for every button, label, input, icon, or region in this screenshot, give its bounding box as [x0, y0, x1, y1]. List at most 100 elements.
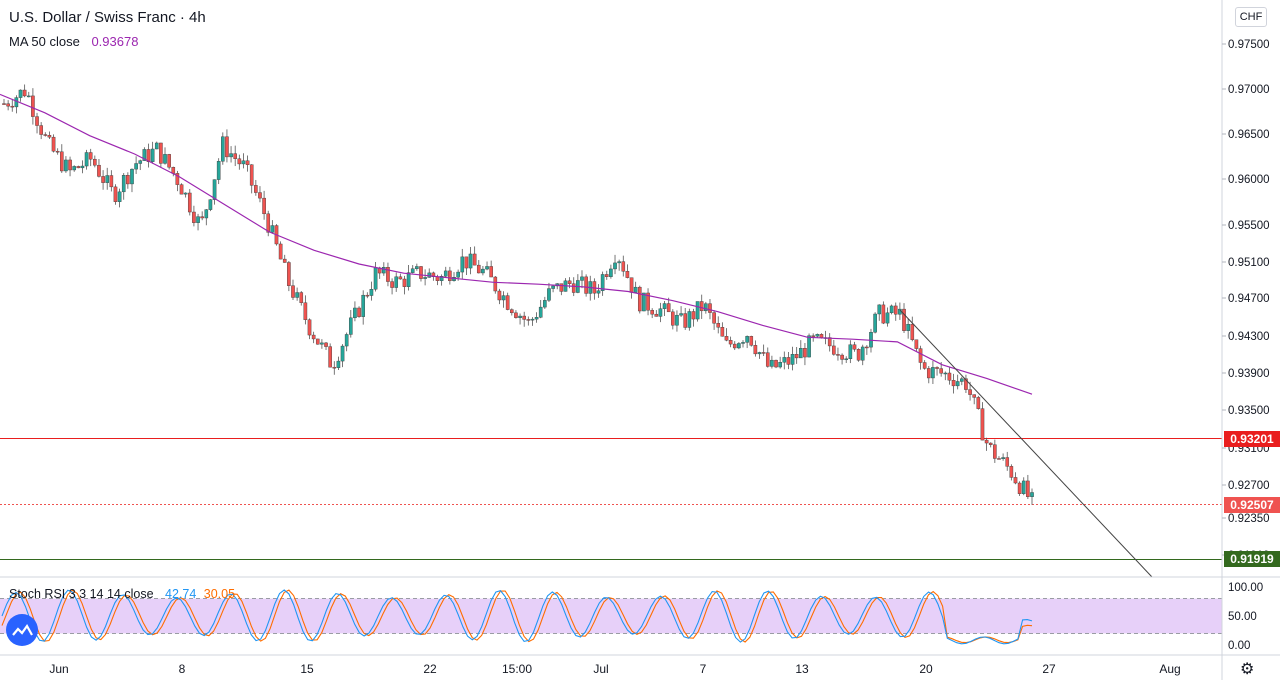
candle-body [984, 439, 989, 444]
candle-body [113, 186, 118, 202]
candle-body [732, 343, 737, 349]
candle-body [254, 185, 258, 193]
candle-body [270, 225, 275, 233]
candle-body [534, 317, 539, 320]
candle-body [604, 274, 609, 277]
candle-body [336, 360, 341, 368]
stoch-d-value: 30.05 [203, 587, 236, 601]
stoch-tick-label: 50.00 [1228, 611, 1257, 623]
candle-body [844, 358, 849, 361]
candle-body [369, 289, 374, 296]
candle-body [960, 378, 964, 382]
candle-body [76, 166, 81, 169]
candle-body [741, 342, 745, 344]
candle-body [282, 258, 287, 263]
candle-body [832, 345, 836, 355]
candle-body [344, 334, 349, 347]
candle-body [64, 159, 68, 172]
ma-value: 0.93678 [91, 34, 139, 49]
candle-body [658, 308, 663, 317]
candle-body [782, 357, 787, 363]
candle-body [633, 286, 638, 293]
candle-body [1013, 477, 1018, 484]
candle-body [666, 303, 671, 313]
candle-body [716, 323, 721, 328]
candle-body [642, 292, 646, 312]
candle-body [423, 277, 427, 279]
candle-body [456, 271, 460, 278]
candle-body [35, 116, 39, 126]
candle-body [163, 154, 167, 164]
candle-body [212, 179, 217, 200]
candle-body [287, 262, 291, 286]
candle-body [307, 319, 312, 336]
candle-body [910, 324, 915, 340]
candle-body [97, 164, 101, 177]
candle-body [530, 318, 535, 321]
candle-body [988, 442, 993, 445]
candle-body [918, 348, 923, 363]
candle-body [439, 276, 444, 281]
candle-body [390, 281, 394, 288]
x-tick-label: 22 [423, 662, 437, 676]
candle-body [22, 89, 27, 97]
candle-body [245, 160, 250, 165]
candle-body [117, 191, 122, 202]
x-tick-label: 20 [919, 662, 933, 676]
x-tick-label: 15 [300, 662, 314, 676]
candle-body [571, 283, 576, 293]
candle-body [237, 158, 242, 165]
candle-body [183, 192, 188, 195]
candle-body [382, 267, 386, 274]
candle-body [435, 276, 440, 281]
candle-body [179, 184, 184, 195]
candle-body [724, 336, 729, 341]
candle-body [266, 213, 271, 233]
candle-body [968, 389, 972, 395]
candle-body [340, 345, 345, 362]
candle-body [518, 315, 522, 318]
candle-body [819, 334, 824, 338]
stoch-k-line [1, 589, 1033, 645]
candle-body [1030, 492, 1034, 497]
candle-body [1017, 482, 1022, 494]
candle-body [993, 444, 997, 459]
candle-body [406, 272, 411, 287]
candle-body [848, 344, 853, 360]
candle-body [728, 340, 733, 345]
candle-body [774, 359, 778, 368]
candle-body [761, 352, 766, 354]
stoch-legend: Stoch RSI 3 3 14 14 close 42.74 30.05 [9, 587, 235, 601]
candle-body [997, 458, 1001, 460]
y-tick-label: 0.93500 [1228, 405, 1270, 417]
candle-body [1021, 480, 1026, 494]
candle-body [704, 303, 708, 312]
tradingview-logo-icon[interactable] [6, 614, 38, 646]
candle-body [241, 160, 246, 165]
candle-body [105, 175, 110, 183]
x-tick-label: Jun [49, 662, 68, 676]
candle-body [753, 345, 758, 355]
candle-body [142, 149, 147, 161]
trendline[interactable] [899, 309, 1153, 578]
candle-body [770, 359, 774, 367]
candle-body [794, 354, 799, 359]
candle-body [840, 354, 844, 360]
candle-body [353, 307, 357, 319]
candle-body [522, 315, 526, 320]
candle-body [675, 314, 679, 326]
candle-body [745, 336, 749, 343]
candle-body [765, 352, 770, 367]
candle-body [10, 105, 15, 108]
stoch-tick-label: 0.00 [1228, 640, 1250, 652]
candle-body [204, 209, 209, 219]
settings-gear-icon[interactable]: ⚙ [1240, 661, 1255, 678]
candle-body [303, 302, 308, 320]
candle-body [790, 354, 795, 365]
candle-body [629, 277, 634, 293]
chart-title: U.S. Dollar / Swiss Franc · 4h [9, 9, 206, 26]
currency-button[interactable]: CHF [1235, 7, 1267, 27]
candle-body [671, 311, 675, 326]
candle-body [332, 366, 337, 369]
